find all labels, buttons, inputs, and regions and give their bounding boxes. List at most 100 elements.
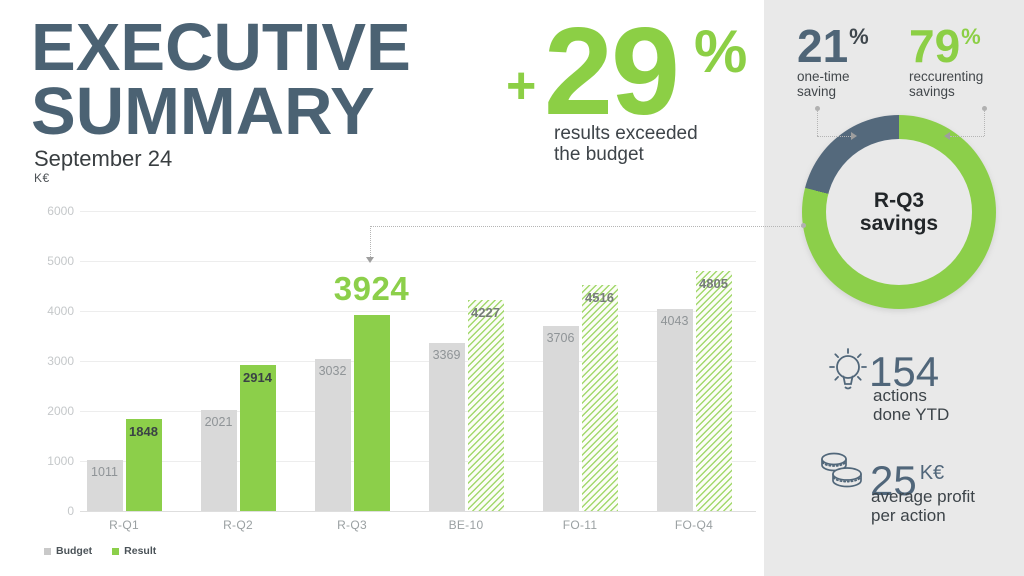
y-tick-label: 2000 bbox=[47, 404, 74, 418]
result-value-label: 4516 bbox=[585, 290, 614, 306]
gridline bbox=[80, 511, 756, 512]
gridline bbox=[80, 311, 756, 312]
actions-count: 154 bbox=[869, 348, 940, 395]
result-value-label: 2914 bbox=[243, 370, 272, 386]
category-label: R-Q1 bbox=[109, 518, 139, 532]
connector-dot bbox=[982, 106, 987, 111]
arrow-right-icon bbox=[851, 132, 857, 140]
highlight-caption: results exceeded the budget bbox=[554, 123, 698, 165]
highlight-caption-line2: the budget bbox=[554, 144, 644, 165]
one-time-saving-caption: one-time saving bbox=[797, 69, 850, 99]
actions-caption: actions done YTD bbox=[873, 386, 950, 424]
subtitle-date: September 24 bbox=[34, 146, 173, 171]
highlight-plus-sign: + bbox=[506, 57, 537, 115]
category-label: R-Q3 bbox=[337, 518, 367, 532]
bar-group-r-q2: 2021 2914 bbox=[181, 211, 295, 511]
legend-item-budget: Budget bbox=[44, 545, 92, 557]
y-tick-label: 4000 bbox=[47, 304, 74, 318]
connector-line bbox=[370, 226, 804, 227]
budget-value-label: 3369 bbox=[432, 347, 461, 362]
result-value-label: 4227 bbox=[471, 304, 500, 320]
average-profit-value: 25 K€ bbox=[870, 457, 945, 504]
donut-hole: R-Q3 savings bbox=[826, 139, 972, 285]
x-axis-categories: R-Q1 R-Q2 R-Q3 BE-10 FO-11 FO-Q4 bbox=[67, 518, 751, 532]
page-title: EXECUTIVE SUMMARY bbox=[31, 10, 411, 149]
recurring-savings-caption: reccurenting savings bbox=[909, 69, 984, 99]
category-label: R-Q2 bbox=[223, 518, 253, 532]
bar-group-r-q1: 1011 1848 bbox=[67, 211, 181, 511]
connector-line bbox=[817, 136, 851, 137]
annotation-recurring-savings: 79% reccurenting savings bbox=[909, 20, 984, 99]
annotation-one-time-saving: 21% one-time saving bbox=[797, 20, 869, 99]
result-bar: 2914 bbox=[239, 365, 276, 511]
result-value-label: 1848 bbox=[129, 423, 158, 439]
connector-dot bbox=[801, 223, 806, 228]
budget-bar: 3032 bbox=[314, 359, 351, 511]
highlight-percent-sign: % bbox=[694, 18, 748, 85]
y-tick-label: 5000 bbox=[47, 254, 74, 268]
result-bar: 4805 bbox=[695, 270, 732, 511]
lightbulb-icon bbox=[829, 348, 867, 390]
budget-bar: 4043 bbox=[656, 308, 693, 511]
category-label: BE-10 bbox=[448, 518, 484, 532]
category-label: FO-11 bbox=[562, 518, 598, 532]
y-tick-label: 3000 bbox=[47, 354, 74, 368]
gridline bbox=[80, 361, 756, 362]
budget-bar: 3369 bbox=[428, 342, 465, 511]
gridline bbox=[80, 261, 756, 262]
legend-item-result: Result bbox=[112, 545, 156, 557]
bar-group-fo-11: 3706 4516 bbox=[523, 211, 637, 511]
budget-bar: 1011 bbox=[86, 460, 123, 511]
recurring-savings-percent-sign: % bbox=[961, 24, 981, 49]
average-profit-unit: K€ bbox=[919, 462, 945, 484]
budget-value-label: 2021 bbox=[204, 414, 233, 429]
arrow-down-icon bbox=[366, 257, 374, 263]
y-tick-label: 1000 bbox=[47, 454, 74, 468]
result-bar: 3924 bbox=[334, 270, 409, 511]
y-axis-ticks: 0 1000 2000 3000 4000 5000 6000 bbox=[28, 205, 74, 517]
bar-group-r-q3: 3032 3924 bbox=[295, 211, 409, 511]
result-value-label: 4805 bbox=[699, 275, 728, 291]
title-line-1: EXECUTIVE bbox=[31, 10, 411, 85]
arrow-left-icon bbox=[944, 132, 950, 140]
budget-bar: 3706 bbox=[542, 325, 579, 511]
gridline bbox=[80, 461, 756, 462]
bar-chart: 1011 1848 2021 2914 3032 3924 3369 4227 3706 4516… bbox=[67, 211, 751, 511]
recurring-savings-value: 79 bbox=[909, 20, 961, 72]
one-time-saving-value: 21 bbox=[797, 20, 849, 72]
gridline bbox=[80, 411, 756, 412]
result-swatch bbox=[112, 547, 120, 555]
average-profit-caption: average profit per action bbox=[871, 487, 975, 525]
donut-chart: R-Q3 savings bbox=[802, 115, 996, 309]
connector-line bbox=[984, 110, 985, 136]
budget-value-label: 3032 bbox=[318, 364, 347, 379]
gridline bbox=[80, 211, 756, 212]
y-tick-label: 6000 bbox=[47, 204, 74, 218]
result-bar: 4227 bbox=[467, 299, 504, 511]
connector-line bbox=[370, 226, 371, 257]
category-label: FO-Q4 bbox=[674, 518, 714, 532]
connector-dot bbox=[815, 106, 820, 111]
budget-value-label: 4043 bbox=[660, 313, 689, 328]
chart-axis bbox=[80, 211, 756, 512]
budget-value-label: 1011 bbox=[91, 465, 118, 480]
budget-value-label: 3706 bbox=[546, 330, 575, 345]
connector-line bbox=[817, 110, 818, 136]
donut-center-label: R-Q3 savings bbox=[859, 189, 939, 235]
result-bar: 4516 bbox=[581, 285, 618, 511]
title-line-2: SUMMARY bbox=[31, 74, 375, 149]
result-bar: 1848 bbox=[125, 418, 162, 511]
highlight-caption-line1: results exceeded bbox=[554, 123, 698, 144]
highlight-value: 29 bbox=[544, 3, 680, 141]
coins-icon bbox=[821, 452, 862, 488]
bar-group-be-10: 3369 4227 bbox=[409, 211, 523, 511]
budget-swatch bbox=[44, 547, 51, 555]
chart-legend: Budget Result bbox=[44, 545, 156, 557]
connector-line bbox=[950, 136, 984, 137]
currency-unit-label: K€ bbox=[34, 171, 50, 185]
one-time-saving-percent-sign: % bbox=[849, 24, 869, 49]
highlighted-result-label: 3924 bbox=[333, 269, 410, 307]
bar-group-fo-q4: 4043 4805 bbox=[637, 211, 751, 511]
y-tick-label: 0 bbox=[67, 504, 74, 518]
